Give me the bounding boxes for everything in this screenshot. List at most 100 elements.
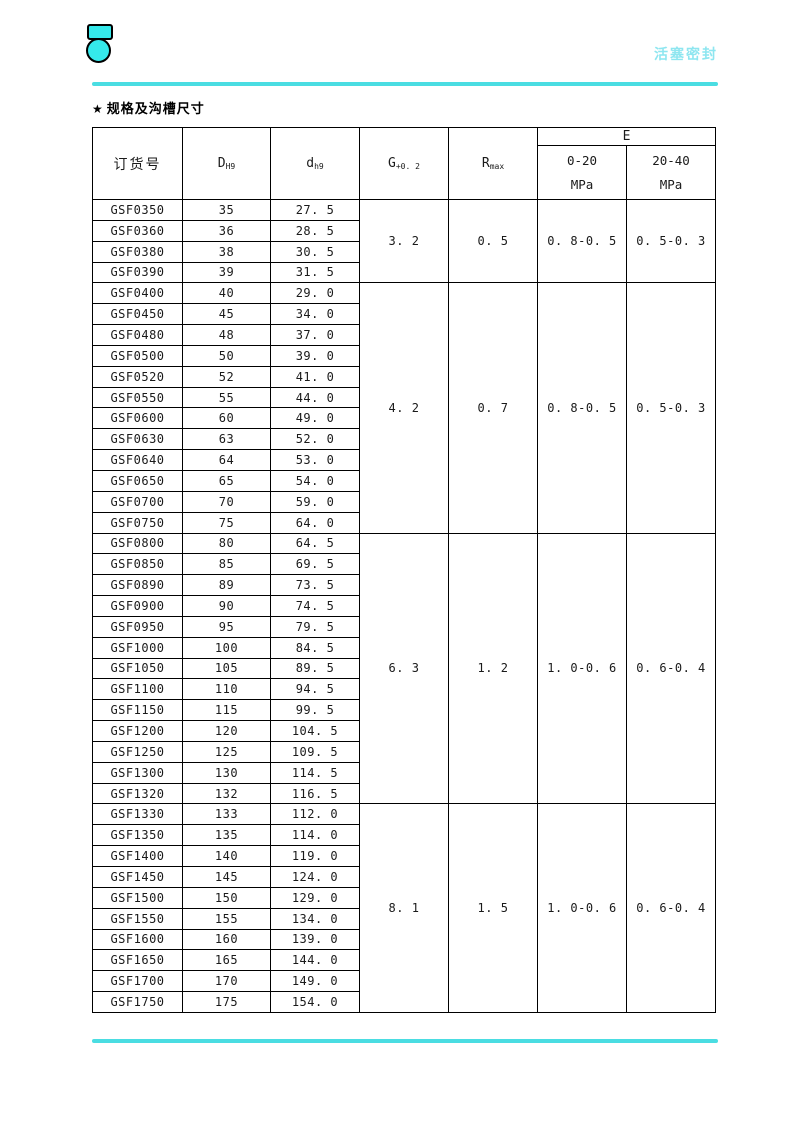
d-outer-cell: 100 <box>182 636 271 659</box>
order-no-cell: GSF0380 <box>92 240 183 263</box>
order-no-cell: GSF1700 <box>92 970 183 993</box>
order-no-cell: GSF0600 <box>92 407 183 430</box>
d-inner-cell: 30. 5 <box>270 240 360 263</box>
radius-max-cell: 1. 5 <box>448 803 538 1013</box>
order-no-cell: GSF0890 <box>92 574 183 597</box>
d-outer-cell: 64 <box>182 449 271 471</box>
d-outer-cell: 110 <box>182 678 271 701</box>
section-title: ★ 规格及沟槽尺寸 <box>92 98 205 117</box>
col-header-order-no: 订货号 <box>92 127 183 200</box>
e-low-pressure-cell: 1. 0-0. 6 <box>537 532 627 805</box>
d-outer-cell: 52 <box>182 365 271 388</box>
groove-width-cell: 3. 2 <box>359 198 449 284</box>
d-inner-cell: 104. 5 <box>270 720 360 742</box>
d-outer-cell: 39 <box>182 261 271 284</box>
order-no-cell: GSF1150 <box>92 699 183 722</box>
footer-divider <box>92 1039 718 1043</box>
order-no-cell: GSF1050 <box>92 657 183 680</box>
table-row: GSF1650 165 144. 0 <box>92 949 716 972</box>
d-inner-cell: 94. 5 <box>270 678 360 701</box>
d-inner-cell: 73. 5 <box>270 574 360 597</box>
d-inner-cell: 114. 0 <box>270 824 360 847</box>
d-inner-cell: 34. 0 <box>270 303 360 326</box>
d-inner-cell: 114. 5 <box>270 761 360 784</box>
table-row: GSF0650 65 54. 0 <box>92 469 716 492</box>
order-no-cell: GSF0750 <box>92 511 183 534</box>
col-header-e-high-pressure: 20-40 MPa <box>625 145 717 200</box>
table-row: GSF1250 125 109. 5 <box>92 740 716 763</box>
d-inner-cell: 116. 5 <box>270 782 360 805</box>
d-inner-cell: 54. 0 <box>270 469 360 492</box>
order-no-cell: GSF1750 <box>92 991 183 1013</box>
e-high-pressure-cell: 0. 5-0. 3 <box>625 198 717 284</box>
radius-max-cell: 0. 7 <box>448 282 538 534</box>
order-no-cell: GSF1300 <box>92 761 183 784</box>
radius-max-cell: 0. 5 <box>448 198 538 284</box>
table-row: GSF0890 89 73. 5 <box>92 574 716 597</box>
d-inner-cell: 74. 5 <box>270 595 360 617</box>
d-outer-cell: 45 <box>182 303 271 326</box>
d-outer-cell: 175 <box>182 991 271 1013</box>
e-low-pressure-cell: 1. 0-0. 6 <box>537 803 627 1013</box>
order-no-cell: GSF1100 <box>92 678 183 701</box>
table-row: GSF0800 80 64. 5 6. 3 1. 2 1. 0-0. 6 0. 6-0. 4 <box>92 532 717 805</box>
order-no-cell: GSF0520 <box>92 365 183 388</box>
brand-logo-icon <box>86 24 116 66</box>
d-inner-cell: 99. 5 <box>270 699 360 722</box>
d-outer-cell: 89 <box>182 574 271 597</box>
table-row: GSF0400 40 29. 0 4. 2 0. 7 0. 8-0. 5 0. 5-0. 3 <box>92 282 717 534</box>
d-inner-cell: 28. 5 <box>270 219 360 242</box>
d-inner-cell: 53. 0 <box>270 449 360 471</box>
spec-table: 订货号 DH9 dh9 G+0. 2 Rmax E 0-20 MPa 20-40… <box>92 127 717 1013</box>
d-inner-cell: 44. 0 <box>270 386 360 409</box>
d-outer-cell: 120 <box>182 720 271 742</box>
d-outer-cell: 155 <box>182 907 271 930</box>
d-inner-cell: 124. 0 <box>270 866 360 888</box>
d-outer-cell: 105 <box>182 657 271 680</box>
table-row: GSF1330 133 112. 0 8. 1 1. 5 1. 0-0. 6 0. 6-0.… <box>92 803 717 1013</box>
e-low-pressure-cell: 0. 8-0. 5 <box>537 198 627 284</box>
d-outer-cell: 38 <box>182 240 271 263</box>
d-outer-cell: 130 <box>182 761 271 784</box>
order-no-cell: GSF1330 <box>92 803 183 826</box>
order-no-cell: GSF0550 <box>92 386 183 409</box>
table-row: GSF0380 38 30. 5 <box>92 240 716 263</box>
table-row: GSF0550 55 44. 0 <box>92 386 716 409</box>
d-outer-cell: 75 <box>182 511 271 534</box>
col-header-groove-width: G+0. 2 <box>359 127 449 200</box>
order-no-cell: GSF1400 <box>92 845 183 867</box>
table-row: GSF1050 105 89. 5 <box>92 657 716 680</box>
radius-max-cell: 1. 2 <box>448 532 538 805</box>
d-outer-cell: 135 <box>182 824 271 847</box>
d-outer-cell: 40 <box>182 282 271 305</box>
spec-table-body: GSF0350 35 27. 5 3. 2 0. 5 0. 8-0. 5 0. 5-0. 3… <box>92 198 717 1013</box>
d-inner-cell: 31. 5 <box>270 261 360 284</box>
d-outer-cell: 145 <box>182 866 271 888</box>
col-header-e-group: E <box>536 127 717 146</box>
d-inner-cell: 129. 0 <box>270 886 360 909</box>
d-outer-cell: 170 <box>182 970 271 993</box>
d-outer-cell: 48 <box>182 324 271 346</box>
col-header-d-outer: DH9 <box>182 127 271 200</box>
d-outer-cell: 50 <box>182 344 271 367</box>
order-no-cell: GSF1000 <box>92 636 183 659</box>
d-inner-cell: 52. 0 <box>270 428 360 451</box>
d-inner-cell: 39. 0 <box>270 344 360 367</box>
col-header-radius-max: Rmax <box>448 127 538 200</box>
spec-table-header: 订货号 DH9 dh9 G+0. 2 Rmax E 0-20 MPa 20-40… <box>92 127 717 200</box>
d-outer-cell: 36 <box>182 219 271 242</box>
d-inner-cell: 119. 0 <box>270 845 360 867</box>
d-inner-cell: 149. 0 <box>270 970 360 993</box>
d-inner-cell: 112. 0 <box>270 803 360 826</box>
order-no-cell: GSF1320 <box>92 782 183 805</box>
d-inner-cell: 139. 0 <box>270 928 360 951</box>
d-outer-cell: 85 <box>182 553 271 576</box>
order-no-cell: GSF0500 <box>92 344 183 367</box>
d-outer-cell: 132 <box>182 782 271 805</box>
d-outer-cell: 115 <box>182 699 271 722</box>
order-no-cell: GSF0800 <box>92 532 183 555</box>
d-outer-cell: 60 <box>182 407 271 430</box>
table-row: GSF1320 132 116. 5 <box>92 782 716 805</box>
table-row: GSF0850 85 69. 5 <box>92 553 716 576</box>
